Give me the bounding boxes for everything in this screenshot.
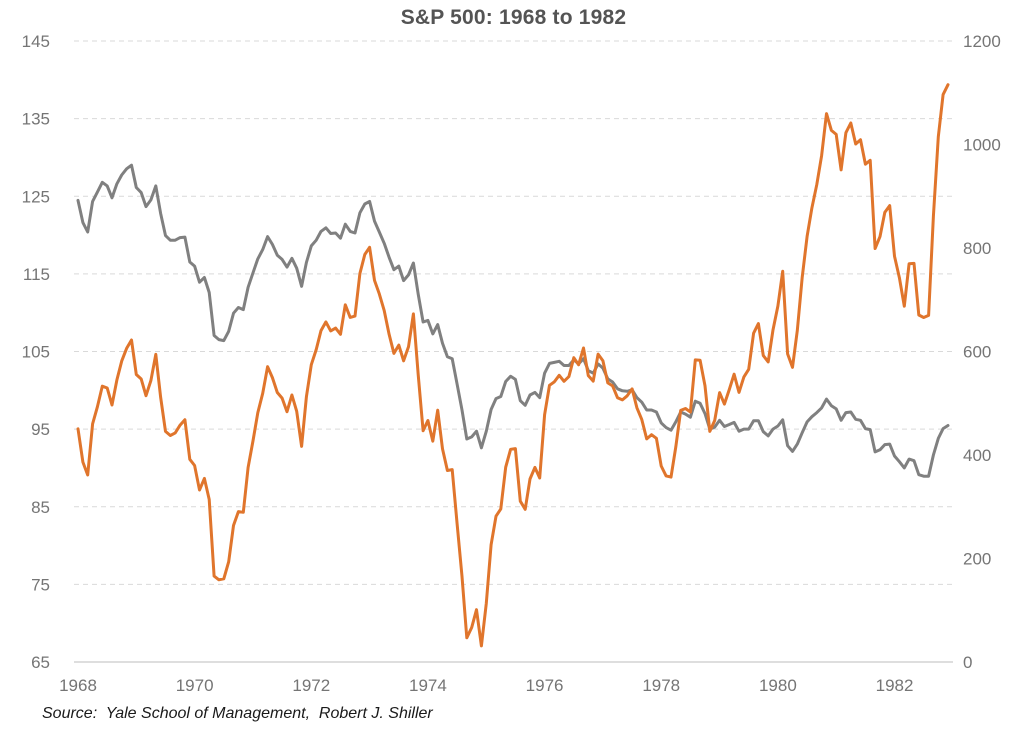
left-axis-tick-label: 145 [22, 32, 50, 51]
orange-series-line [76, 83, 950, 648]
x-axis-tick-label: 1982 [876, 676, 914, 695]
source-note: Source: Yale School of Management, Rober… [42, 705, 433, 722]
left-axis-tick-label: 95 [31, 420, 50, 439]
left-axis-tick-label: 135 [22, 110, 50, 129]
right-axis-tick-label: 800 [963, 239, 991, 258]
left-axis-tick-label: 125 [22, 187, 50, 206]
right-axis-tick-label: 0 [963, 653, 972, 672]
left-axis-tick-label: 105 [22, 343, 50, 362]
right-axis-tick-label: 1200 [963, 32, 1001, 51]
right-axis-tick-label: 400 [963, 446, 991, 465]
chart-title: S&P 500: 1968 to 1982 [400, 6, 627, 29]
right-axis-tick-label: 600 [963, 343, 991, 362]
x-axis-tick-label: 1972 [292, 676, 330, 695]
x-axis-tick-label: 1976 [526, 676, 564, 695]
x-axis-tick-label: 1974 [409, 676, 447, 695]
x-axis-tick-label: 1970 [176, 676, 214, 695]
x-axis-tick-label: 1980 [759, 676, 797, 695]
gray-series-line [76, 163, 950, 478]
left-axis-tick-label: 75 [31, 575, 50, 594]
left-axis-tick-label: 65 [31, 653, 50, 672]
left-axis-tick-label: 115 [23, 265, 50, 284]
left-axis-tick-label: 85 [31, 498, 50, 517]
right-axis-tick-label: 200 [963, 550, 991, 569]
x-axis-tick-label: 1978 [642, 676, 680, 695]
right-axis-tick-label: 1000 [963, 136, 1001, 155]
x-axis-tick-label: 1968 [59, 676, 97, 695]
